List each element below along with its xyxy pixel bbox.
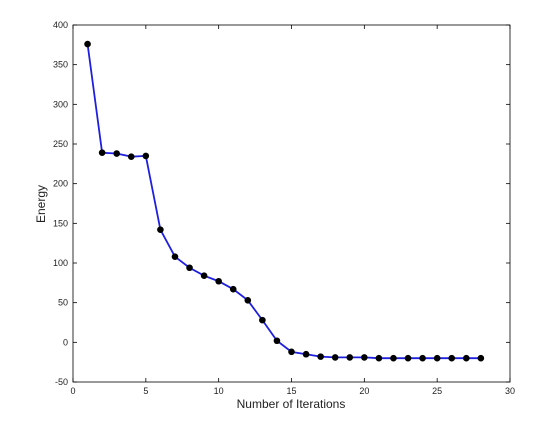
data-point bbox=[142, 152, 150, 160]
data-point bbox=[404, 354, 412, 362]
y-tick-label: 100 bbox=[53, 258, 68, 268]
x-tick-label: 10 bbox=[214, 386, 224, 396]
data-point bbox=[98, 149, 106, 157]
y-tick-label: 400 bbox=[53, 20, 68, 30]
data-point bbox=[302, 350, 310, 358]
y-tick-label: 200 bbox=[53, 179, 68, 189]
x-tick-label: 15 bbox=[286, 386, 296, 396]
data-point bbox=[273, 337, 281, 345]
y-tick-label: 150 bbox=[53, 218, 68, 228]
y-tick-label: 350 bbox=[53, 60, 68, 70]
data-point bbox=[317, 353, 324, 360]
x-tick-label: 5 bbox=[143, 386, 148, 396]
data-point bbox=[171, 253, 179, 260]
data-point bbox=[463, 354, 470, 362]
data-point bbox=[477, 354, 485, 362]
x-tick-label: 25 bbox=[432, 386, 442, 396]
data-point bbox=[157, 226, 164, 233]
y-tick-label: 50 bbox=[58, 298, 68, 308]
y-tick-label: 0 bbox=[63, 337, 68, 347]
x-tick-label: 0 bbox=[70, 386, 75, 396]
y-tick-label: 250 bbox=[53, 139, 68, 149]
data-point bbox=[244, 296, 252, 304]
data-point bbox=[259, 316, 266, 324]
data-point bbox=[448, 354, 456, 362]
y-tick-label: -50 bbox=[55, 377, 68, 387]
plot-frame bbox=[72, 24, 511, 383]
data-point bbox=[433, 354, 441, 362]
data-point bbox=[200, 272, 208, 279]
data-point bbox=[331, 354, 339, 361]
data-point bbox=[113, 150, 120, 157]
data-line bbox=[86, 43, 481, 360]
data-point bbox=[127, 153, 135, 160]
y-tick-label: 300 bbox=[53, 99, 68, 109]
data-point bbox=[229, 285, 237, 293]
y-axis-label: Energy bbox=[34, 185, 48, 223]
x-tick-label: 30 bbox=[505, 386, 515, 396]
data-point bbox=[346, 354, 354, 361]
data-point bbox=[390, 354, 397, 362]
data-point bbox=[215, 277, 222, 285]
data-point bbox=[186, 264, 193, 272]
data-point bbox=[419, 354, 426, 362]
data-point bbox=[84, 40, 91, 48]
data-point bbox=[288, 348, 295, 356]
x-tick-label: 20 bbox=[359, 386, 369, 396]
x-axis-label: Number of Iterations bbox=[237, 397, 346, 411]
data-point bbox=[361, 354, 368, 361]
data-point bbox=[375, 354, 383, 362]
